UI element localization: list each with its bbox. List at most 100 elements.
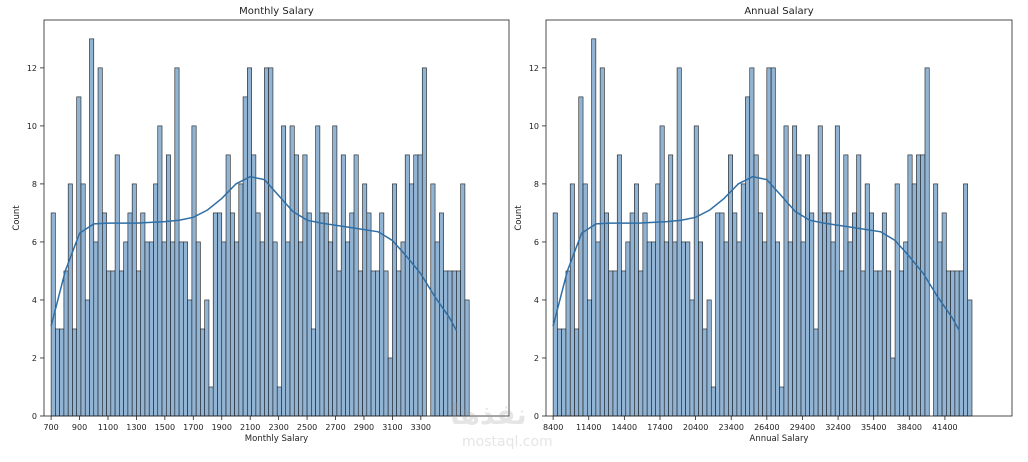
histogram-bar: [860, 270, 866, 417]
y-tick-label: 2: [534, 354, 539, 363]
histogram-bar: [323, 212, 329, 417]
histogram-bar: [681, 241, 686, 417]
histogram-bar: [72, 328, 78, 417]
x-axis-label: Monthly Salary: [245, 434, 308, 444]
histogram-bar: [933, 183, 939, 417]
histogram-bar: [170, 241, 176, 417]
histogram-bar: [148, 241, 154, 417]
x-tick-label: 900: [72, 423, 87, 432]
x-tick-label: 26400: [754, 423, 779, 432]
y-tick-label: 6: [32, 238, 37, 247]
histogram-bar: [822, 212, 827, 417]
histogram-bar: [595, 241, 601, 417]
histogram-bar: [967, 299, 973, 417]
histogram-bar: [591, 38, 597, 417]
histogram-bar: [396, 270, 402, 417]
histogram-bar: [864, 183, 870, 417]
histogram-bar: [238, 183, 244, 417]
histogram-bar: [242, 96, 248, 417]
histogram-bar: [259, 241, 265, 417]
histogram-bar: [336, 270, 342, 417]
chart-title: Monthly Salary: [239, 6, 314, 17]
histogram-bar: [954, 270, 960, 417]
x-tick-label: 1100: [98, 423, 118, 432]
histogram-bar: [672, 241, 678, 417]
y-tick-label: 2: [32, 354, 37, 363]
chart-panel-2: 8400 11400 14400 17400 20400 23400 26400 29400 3…: [514, 6, 1013, 444]
histogram-bar: [651, 241, 657, 417]
histogram-bar: [685, 241, 691, 417]
histogram-bar: [779, 386, 785, 417]
histogram-bar: [642, 212, 648, 417]
y-axis-label: Count: [12, 205, 22, 231]
histogram-bar: [775, 241, 780, 417]
histogram-bar: [140, 212, 146, 417]
x-tick-label: 1900: [212, 423, 232, 432]
histogram-bar: [676, 67, 682, 417]
histogram-bar: [736, 241, 742, 417]
histogram-bar: [689, 299, 695, 417]
histogram-bar: [958, 270, 964, 417]
plot-frame: [43, 19, 510, 417]
x-tick-label: 1700: [183, 423, 203, 432]
histogram-bar: [131, 183, 137, 417]
histogram-bar: [404, 154, 410, 417]
histogram-bar: [370, 270, 376, 417]
histogram-bar: [204, 299, 210, 417]
histogram-bar: [612, 270, 618, 417]
histogram-bar: [302, 154, 308, 417]
histogram-bar: [710, 386, 716, 417]
histogram-bar: [950, 270, 956, 417]
histogram-bar: [443, 270, 449, 417]
histogram-bar: [770, 67, 776, 417]
histogram-bar: [804, 154, 810, 417]
histogram-bar: [830, 241, 836, 417]
histogram-bar: [792, 125, 798, 417]
histogram-bar: [587, 299, 592, 417]
histogram-bar: [195, 241, 201, 417]
histogram-bar: [460, 183, 466, 417]
histogram-bar: [599, 67, 605, 417]
histogram-bar: [668, 154, 674, 417]
histogram-bar: [421, 67, 427, 417]
histogram-bar: [877, 270, 883, 417]
histogram-bar: [59, 328, 65, 417]
x-tick-label: 700: [43, 423, 58, 432]
histogram-bar: [916, 154, 921, 417]
histogram-bar: [123, 241, 129, 417]
histogram-bar: [749, 67, 755, 417]
histogram-bar: [655, 183, 661, 417]
histogram-bar: [136, 270, 141, 417]
histogram-bar: [255, 212, 261, 417]
histogram-bar: [212, 212, 218, 417]
histogram-bar: [311, 328, 316, 417]
x-tick-label: 2300: [268, 423, 288, 432]
histogram-bar: [289, 125, 295, 417]
x-tick-label: 23400: [718, 423, 743, 432]
histogram-bar: [102, 212, 107, 417]
histogram-bar: [608, 270, 614, 417]
y-tick-label: 4: [534, 296, 539, 305]
histogram-bar: [873, 270, 879, 417]
histogram-bar: [434, 241, 440, 417]
histogram-bar: [187, 299, 193, 417]
histogram-bar: [76, 96, 82, 417]
histogram-bar: [183, 241, 188, 417]
histogram-bar: [920, 154, 926, 417]
histogram-bar: [161, 241, 167, 417]
y-tick-label: 12: [529, 64, 539, 73]
histogram-bar: [229, 212, 235, 417]
x-tick-label: 35400: [861, 423, 886, 432]
histogram-bar: [298, 241, 304, 417]
histogram-bar: [621, 270, 627, 417]
histogram-bar: [456, 270, 461, 417]
y-tick-label: 10: [27, 122, 37, 131]
histogram-bar: [625, 241, 631, 417]
histogram-bar: [800, 241, 806, 417]
histogram-bar: [264, 67, 269, 417]
histogram-bar: [702, 328, 708, 417]
histogram-bar: [375, 270, 380, 417]
histogram-bar: [796, 154, 802, 417]
